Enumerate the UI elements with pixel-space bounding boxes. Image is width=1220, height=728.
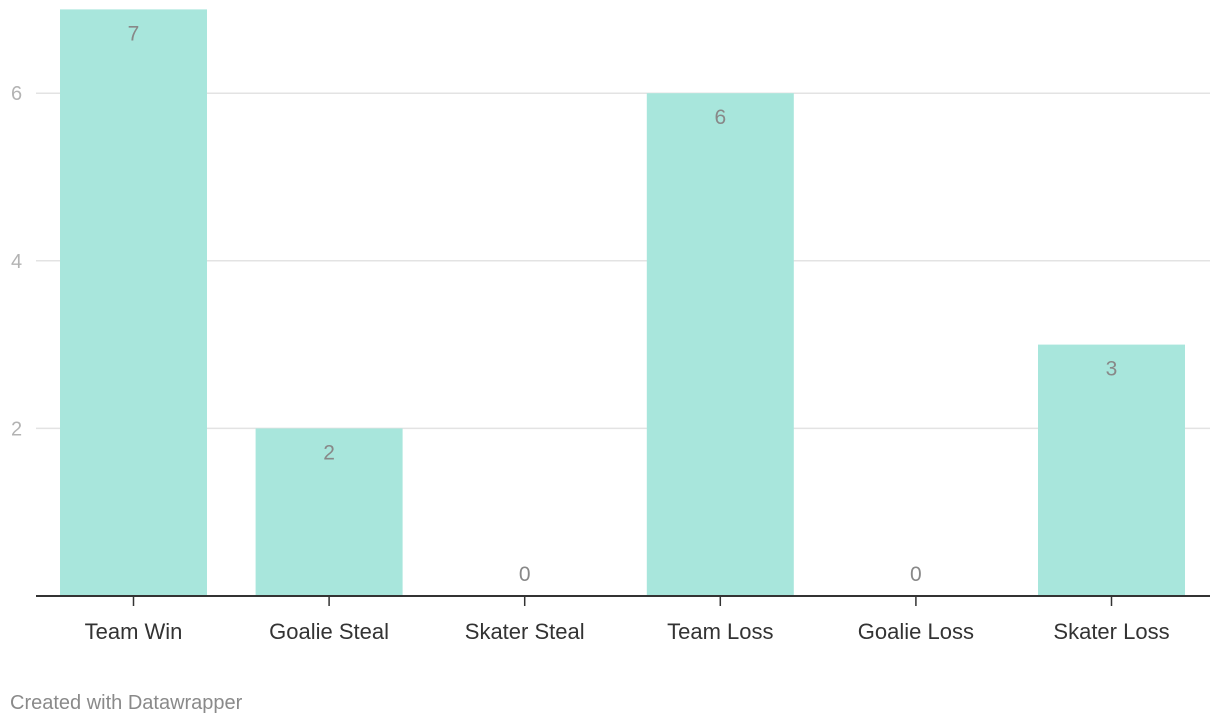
gridlines bbox=[36, 92, 1210, 430]
bar-team-loss bbox=[646, 93, 794, 596]
labels: 2 4 6 7 Team Win 2 Goalie Steal 0 Skater Steal 6 T… bbox=[11, 22, 1170, 644]
y-tick-label: 6 bbox=[11, 83, 22, 105]
value-label: 2 bbox=[323, 441, 335, 464]
x-tick-label: Skater Loss bbox=[1053, 619, 1169, 644]
value-label: 6 bbox=[714, 106, 726, 129]
x-tick-label: Skater Steal bbox=[465, 619, 585, 644]
x-tick-label: Team Win bbox=[85, 619, 183, 644]
bars bbox=[60, 9, 1185, 596]
bar-team-win bbox=[60, 9, 207, 596]
y-tick-label: 4 bbox=[11, 251, 22, 273]
x-axis bbox=[36, 595, 1210, 606]
chart-canvas: 2 4 6 7 Team Win 2 Goalie Steal 0 Skater Steal 6 T… bbox=[11, 9, 1210, 644]
bar-goalie-steal bbox=[255, 428, 403, 596]
x-tick-label: Goalie Loss bbox=[858, 619, 974, 644]
footer-credit: Created with Datawrapper bbox=[10, 692, 243, 714]
x-tick-label: Goalie Steal bbox=[269, 619, 389, 644]
value-label: 3 bbox=[1106, 358, 1118, 381]
value-label: 0 bbox=[519, 563, 531, 586]
x-tick-label: Team Loss bbox=[667, 619, 773, 644]
value-label: 0 bbox=[910, 563, 922, 586]
bar-chart: 2 4 6 7 Team Win 2 Goalie Steal 0 Skater Steal 6 T… bbox=[11, 9, 1210, 644]
bar-skater-loss bbox=[1038, 344, 1185, 596]
y-tick-label: 2 bbox=[11, 418, 22, 440]
value-label: 7 bbox=[128, 22, 140, 45]
